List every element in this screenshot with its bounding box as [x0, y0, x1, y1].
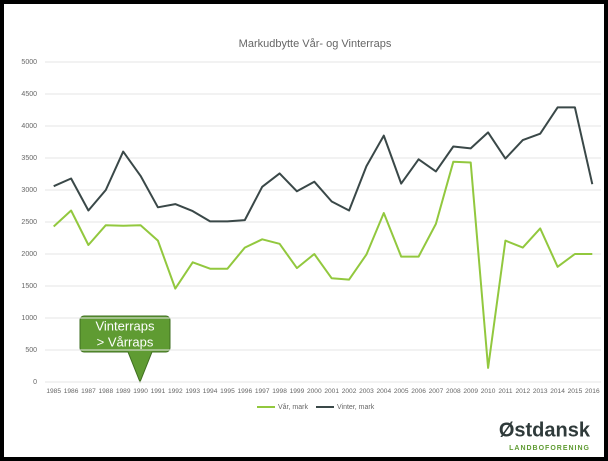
x-tick-label: 1990 — [133, 388, 148, 395]
chart-title: Markudbytte Vår- og Vinterraps — [239, 38, 392, 50]
x-tick-label: 1995 — [220, 388, 235, 395]
y-tick-label: 3500 — [21, 155, 37, 162]
y-tick-label: 5000 — [21, 59, 37, 66]
callout-text: > Vårraps — [97, 334, 154, 349]
x-tick-label: 1985 — [46, 388, 61, 395]
x-tick-label: 2013 — [533, 388, 548, 395]
x-tick-label: 2005 — [394, 388, 409, 395]
x-tick-label: 1989 — [116, 388, 131, 395]
x-tick-label: 2001 — [324, 388, 339, 395]
callout-text: Vinterraps — [95, 318, 155, 333]
callout — [79, 315, 171, 384]
y-tick-label: 2000 — [21, 251, 37, 258]
x-tick-label: 2004 — [376, 388, 391, 395]
y-tick-label: 0 — [33, 379, 37, 386]
x-tick-label: 1988 — [98, 388, 113, 395]
x-tick-label: 1991 — [151, 388, 166, 395]
y-tick-label: 1500 — [21, 283, 37, 290]
y-tick-label: 3000 — [21, 187, 37, 194]
y-tick-label: 4000 — [21, 123, 37, 130]
x-tick-label: 2010 — [481, 388, 496, 395]
x-tick-label: 1987 — [81, 388, 96, 395]
x-tick-label: 2000 — [307, 388, 322, 395]
x-tick-label: 1992 — [168, 388, 183, 395]
legend-label: Vinter, mark — [337, 404, 375, 411]
x-tick-label: 2014 — [550, 388, 565, 395]
x-tick-label: 2009 — [463, 388, 478, 395]
y-tick-label: 1000 — [21, 315, 37, 322]
logo-tagline: LANDBOFORENING — [509, 445, 590, 452]
line-series — [53, 106, 594, 223]
y-tick-label: 4500 — [21, 91, 37, 98]
line-series — [53, 160, 593, 369]
x-tick-label: 1993 — [185, 388, 200, 395]
x-tick-label: 2007 — [429, 388, 444, 395]
x-tick-label: 2011 — [498, 388, 513, 395]
x-tick-label: 2016 — [585, 388, 600, 395]
x-tick-label: 2015 — [568, 388, 583, 395]
legend-label: Vår, mark — [278, 403, 308, 411]
x-tick-label: 1999 — [290, 388, 305, 395]
y-tick-label: 500 — [25, 347, 37, 354]
x-tick-label: 2006 — [411, 388, 426, 395]
x-tick-label: 1994 — [203, 388, 218, 395]
x-tick-label: 2003 — [359, 388, 374, 395]
x-tick-label: 1996 — [237, 388, 252, 395]
y-tick-label: 2500 — [21, 219, 37, 226]
x-tick-label: 2002 — [342, 388, 357, 395]
x-tick-label: 1986 — [64, 388, 79, 395]
x-tick-label: 1997 — [255, 388, 270, 395]
logo-name: Østdansk — [499, 419, 591, 441]
x-tick-label: 1998 — [272, 388, 287, 395]
x-tick-label: 2012 — [515, 388, 530, 395]
x-tick-label: 2008 — [446, 388, 461, 395]
